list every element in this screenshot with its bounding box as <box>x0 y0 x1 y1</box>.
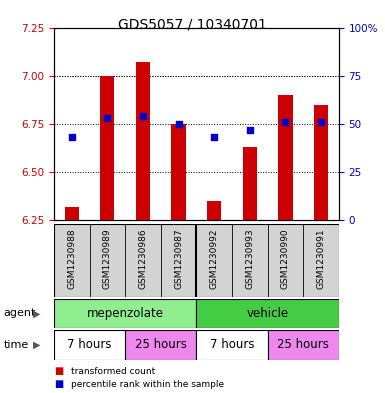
Bar <box>314 105 328 220</box>
Bar <box>243 147 257 220</box>
Text: GSM1230989: GSM1230989 <box>103 229 112 289</box>
Text: GDS5057 / 10340701: GDS5057 / 10340701 <box>118 18 267 32</box>
Text: transformed count: transformed count <box>71 367 156 376</box>
Text: ▶: ▶ <box>33 340 40 350</box>
Text: GSM1230987: GSM1230987 <box>174 229 183 289</box>
Text: GSM1230988: GSM1230988 <box>67 229 76 289</box>
Text: 25 hours: 25 hours <box>277 338 329 351</box>
Text: 7 hours: 7 hours <box>210 338 254 351</box>
Text: agent: agent <box>4 309 36 318</box>
Text: ▶: ▶ <box>33 309 40 318</box>
Text: GSM1230991: GSM1230991 <box>316 229 325 289</box>
Bar <box>54 299 196 328</box>
Bar <box>171 124 186 220</box>
Text: ■: ■ <box>54 379 63 389</box>
Text: 7 hours: 7 hours <box>67 338 112 351</box>
Bar <box>65 207 79 220</box>
Text: mepenzolate: mepenzolate <box>87 307 164 320</box>
Text: vehicle: vehicle <box>246 307 289 320</box>
Bar <box>125 330 196 360</box>
Text: time: time <box>4 340 29 350</box>
Text: GSM1230986: GSM1230986 <box>139 229 147 289</box>
Point <box>282 119 288 125</box>
Bar <box>278 95 293 220</box>
Text: percentile rank within the sample: percentile rank within the sample <box>71 380 224 389</box>
Text: GSM1230990: GSM1230990 <box>281 229 290 289</box>
Point <box>140 113 146 119</box>
Bar <box>54 330 125 360</box>
Text: GSM1230993: GSM1230993 <box>245 229 254 289</box>
Text: ■: ■ <box>54 366 63 376</box>
Bar <box>268 330 339 360</box>
Bar <box>136 62 150 220</box>
Point <box>247 127 253 133</box>
Text: GSM1230992: GSM1230992 <box>210 229 219 289</box>
Bar <box>207 201 221 220</box>
Point <box>104 115 110 121</box>
Text: 25 hours: 25 hours <box>135 338 187 351</box>
Bar <box>196 299 339 328</box>
Point <box>176 121 182 127</box>
Bar <box>100 75 114 220</box>
Point <box>318 119 324 125</box>
Bar <box>196 330 268 360</box>
Point <box>211 134 217 140</box>
Point <box>69 134 75 140</box>
